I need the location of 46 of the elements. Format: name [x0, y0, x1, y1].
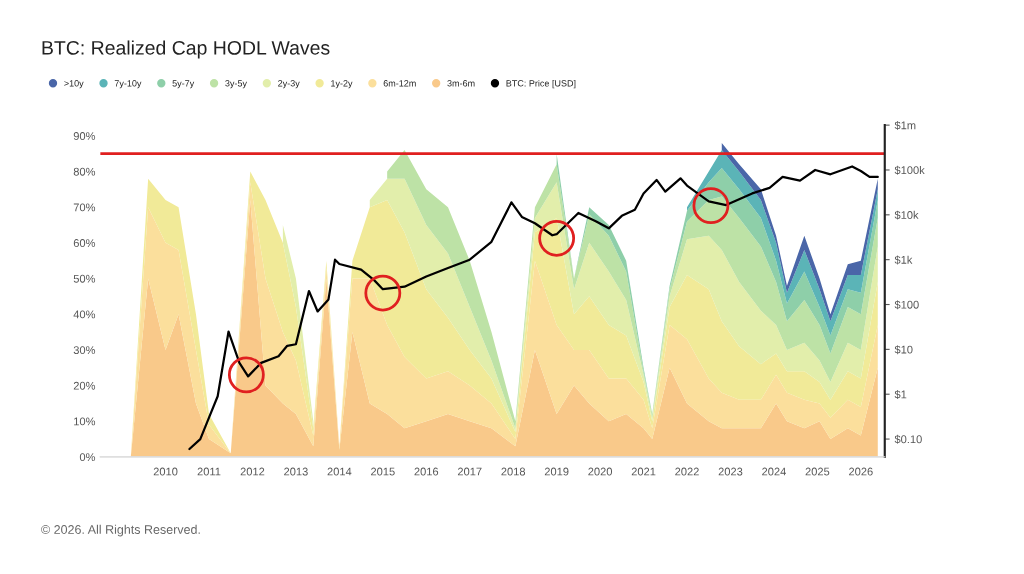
x-tick-label: 2025 [805, 467, 830, 476]
legend-label: 1y-2y [331, 80, 353, 89]
y-tick-label: 80% [73, 167, 96, 176]
y-tick-label: 20% [73, 381, 96, 390]
y-tick-label: 70% [73, 203, 96, 212]
y-tick-label: 50% [73, 274, 96, 283]
y-tick-label: 10% [74, 417, 96, 426]
y2-tick-label: $10 [894, 345, 913, 355]
x-tick-label: 2019 [544, 467, 569, 476]
x-tick-label: 2016 [414, 467, 439, 476]
x-tick-label: 2010 [153, 467, 178, 476]
x-tick-label: 2026 [849, 467, 873, 476]
x-tick-label: 2017 [457, 467, 482, 476]
legend-label: 7y-10y [114, 80, 142, 89]
x-tick-label: 2015 [371, 467, 395, 476]
y-tick-label: 40% [73, 310, 96, 319]
chart-title: BTC: Realized Cap HODL Waves [42, 40, 330, 59]
x-tick-label: 2024 [762, 467, 786, 476]
legend-label: 3m-6m [447, 80, 475, 87]
x-tick-label: 2021 [631, 467, 656, 476]
x-tick-label: 2022 [675, 467, 699, 476]
legend-label: BTC: Price [USD] [506, 79, 576, 89]
legend-label: 3y-5y [225, 80, 247, 89]
y-tick-label: 30% [73, 346, 96, 355]
y-tick-label: 0% [79, 453, 96, 462]
x-tick-label: 2014 [327, 467, 352, 476]
y2-tick-label: $10k [894, 210, 919, 220]
y2-tick-label: $100k [894, 165, 925, 175]
y2-tick-label: $1k [894, 255, 913, 265]
x-tick-label: 2023 [718, 467, 743, 476]
y2-tick-label: $0.10 [894, 434, 922, 444]
x-tick-label: 2012 [240, 467, 265, 476]
x-tick-label: 2013 [284, 467, 308, 476]
x-tick-label: 2011 [197, 467, 221, 476]
x-tick-label: 2020 [588, 467, 613, 476]
y2-tick-label: $100 [894, 300, 919, 310]
x-tick-label: 2018 [501, 467, 526, 476]
y-tick-label: 60% [73, 239, 96, 247]
y2-tick-label: $1m [894, 120, 916, 130]
y-tick-label: 90% [73, 132, 96, 140]
legend-label: 2y-3y [278, 80, 300, 89]
legend-label: >10y [64, 80, 84, 89]
legend-label: 6m-12m [383, 80, 416, 87]
text: © 2026. All Rights Reserved. [41, 524, 200, 537]
y2-tick-label: $1 [894, 390, 907, 400]
legend-label: 5y-7y [172, 80, 195, 89]
